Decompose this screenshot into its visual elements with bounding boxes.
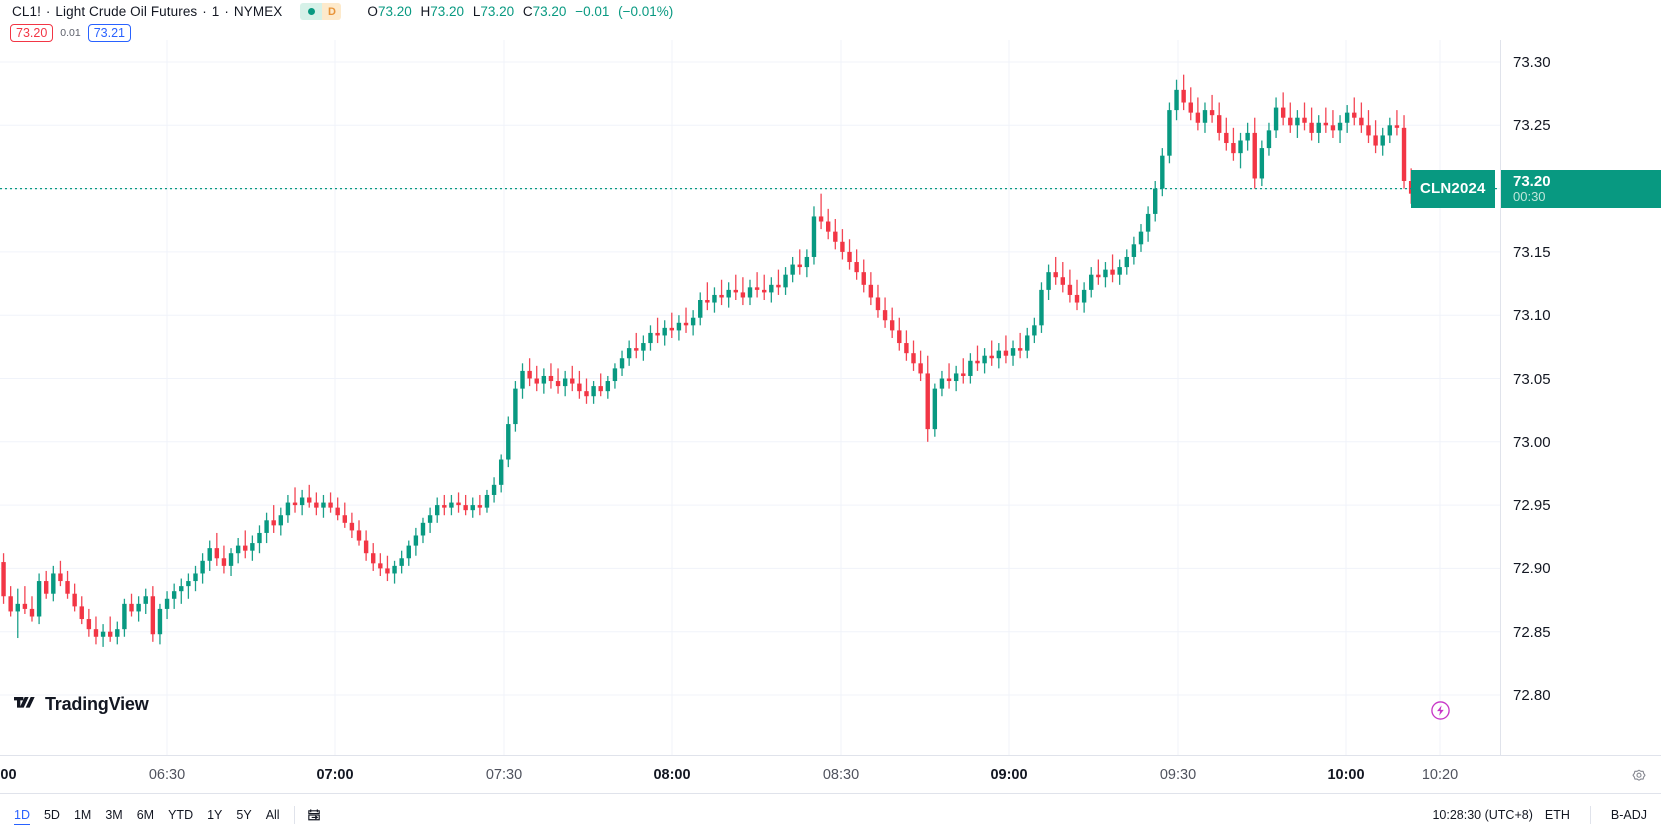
open-value: 73.20: [377, 4, 412, 19]
range-button-1d[interactable]: 1D: [8, 804, 36, 826]
time-tick: 07:00: [316, 767, 354, 783]
current-price-label[interactable]: 73.20 00:30: [1501, 169, 1661, 208]
chart-legend: CL1! · Light Crude Oil Futures · 1 · NYM…: [12, 3, 673, 20]
toolbar-divider-2: [1589, 806, 1591, 824]
price-tick: 72.95: [1513, 497, 1551, 515]
price-tick: 73.05: [1513, 370, 1551, 388]
replay-lightning-icon[interactable]: [1430, 700, 1451, 721]
time-tick: 07:30: [485, 767, 523, 783]
high-value: 73.20: [430, 4, 465, 19]
price-tick: 73.00: [1513, 433, 1551, 451]
price-tick: 73.30: [1513, 54, 1551, 71]
price-tick: 72.80: [1513, 687, 1551, 704]
bottom-toolbar[interactable]: 1D 5D 1M 3M 6M YTD 1Y 5Y All 10:28:30 (UTC+8) ET…: [0, 793, 1661, 836]
time-tick: 10:20: [1421, 767, 1459, 783]
range-button-5d[interactable]: 5D: [43, 808, 60, 822]
exchange-name: NYMEX: [233, 4, 283, 19]
tradingview-logo-icon: [14, 696, 35, 708]
calendar-range-icon[interactable]: [303, 804, 326, 827]
time-tick: 08:30: [822, 767, 860, 783]
range-button-6m[interactable]: 6M: [136, 808, 155, 822]
price-tick: 72.90: [1513, 560, 1551, 578]
time-tick: 09:00: [990, 767, 1028, 783]
gear-icon[interactable]: [1631, 768, 1647, 784]
price-tick: 73.15: [1513, 243, 1551, 261]
clock-display[interactable]: 10:28:30 (UTC+8): [1432, 808, 1533, 822]
range-button-all[interactable]: All: [265, 808, 280, 822]
contract-label[interactable]: CLN2024: [1411, 169, 1495, 208]
ohlc-values: O73.20 H73.20 L73.20 C73.20 −0.01 (−0.01…: [367, 4, 673, 19]
bid-ask-row: 73.20 0.01 73.21: [10, 24, 131, 42]
low-label: L: [472, 4, 481, 19]
open-label: O: [367, 4, 378, 19]
time-tick: 08:00: [653, 767, 691, 783]
session-badge[interactable]: D: [322, 3, 342, 20]
low-value: 73.20: [480, 4, 515, 19]
price-scale[interactable]: 73.30 73.25 73.15 73.10 73.05 73.00 72.95 72.90…: [1500, 40, 1661, 755]
chart-pane[interactable]: [0, 40, 1500, 755]
legend-separator-1: ·: [45, 4, 51, 19]
adjustment-selector[interactable]: B-ADJ: [1610, 808, 1647, 822]
time-axis[interactable]: 06:00 06:30 07:00 07:30 08:00 08:30 09:00 09:30…: [0, 755, 1661, 793]
candlestick-canvas[interactable]: [0, 40, 1500, 755]
range-button-1y[interactable]: 1Y: [207, 808, 223, 822]
price-change: −0.01: [575, 4, 610, 19]
symbol-description: Light Crude Oil Futures: [55, 4, 198, 19]
time-tick: 06:00: [0, 767, 17, 783]
chart-interval[interactable]: 1: [211, 4, 220, 19]
close-label: C: [522, 4, 533, 19]
range-button-5y[interactable]: 5Y: [236, 808, 252, 822]
price-change-percent: (−0.01%): [618, 4, 674, 19]
ask-price[interactable]: 73.21: [87, 24, 131, 42]
spread-value: 0.01: [60, 27, 81, 39]
close-value: 73.20: [532, 4, 567, 19]
price-tick: 73.10: [1513, 307, 1551, 325]
toolbar-divider: [293, 806, 295, 824]
time-tick: 06:30: [148, 767, 186, 783]
time-tick: 09:30: [1159, 767, 1197, 783]
price-tick: 72.85: [1513, 623, 1551, 641]
bid-price[interactable]: 73.20: [10, 24, 54, 42]
time-tick: 10:00: [1327, 767, 1365, 783]
range-button-ytd[interactable]: YTD: [168, 808, 194, 822]
high-label: H: [420, 4, 431, 19]
tradingview-logo-text: TradingView: [45, 694, 149, 714]
tradingview-logo: TradingView: [14, 694, 149, 715]
session-selector[interactable]: ETH: [1544, 808, 1570, 822]
range-button-1m[interactable]: 1M: [73, 808, 92, 822]
price-tick: 73.25: [1513, 117, 1551, 135]
range-selector[interactable]: 1D 5D 1M 3M 6M YTD 1Y 5Y All: [8, 804, 286, 826]
toolbar-right-group: 10:28:30 (UTC+8) ETH B-ADJ: [1432, 806, 1647, 824]
range-button-3m[interactable]: 3M: [105, 808, 123, 822]
market-open-dot-icon[interactable]: [300, 3, 323, 20]
legend-separator-3: ·: [224, 4, 229, 19]
current-price-value: 73.20: [1513, 172, 1551, 190]
bar-countdown: 00:30: [1513, 188, 1546, 204]
symbol-ticker[interactable]: CL1!: [12, 4, 41, 19]
legend-separator-2: ·: [202, 4, 207, 19]
